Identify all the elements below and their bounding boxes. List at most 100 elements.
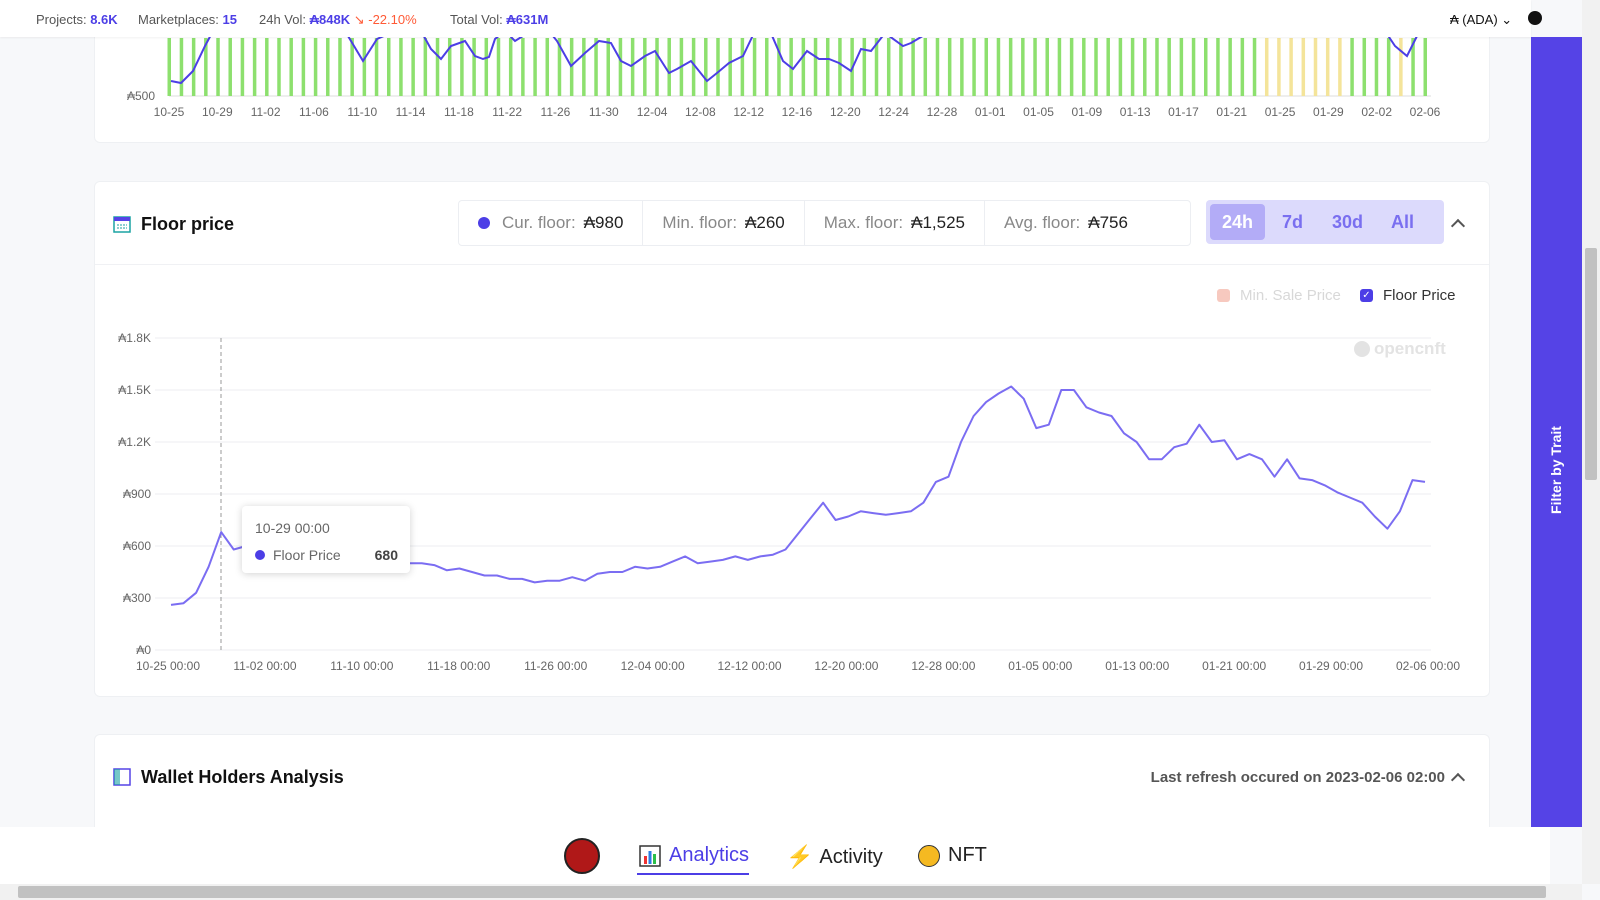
volume-bar[interactable] xyxy=(1082,38,1086,96)
volume-bar[interactable] xyxy=(643,38,647,96)
volume-bar[interactable] xyxy=(765,38,769,96)
tab-analytics[interactable]: Analytics xyxy=(639,844,749,867)
volume-bar[interactable] xyxy=(180,38,184,96)
volume-bar[interactable] xyxy=(997,38,1001,96)
volume-bar[interactable] xyxy=(1180,38,1184,96)
volume-bar[interactable] xyxy=(1070,38,1074,96)
volume-bar[interactable] xyxy=(826,38,830,96)
tab-nft[interactable]: NFT xyxy=(918,844,987,867)
volume-bar[interactable] xyxy=(1143,38,1147,96)
volume-bar[interactable] xyxy=(485,38,489,96)
volume-bar[interactable] xyxy=(387,38,391,96)
volume-bar[interactable] xyxy=(802,38,806,96)
volume-bar[interactable] xyxy=(399,38,403,96)
volume-bar[interactable] xyxy=(924,38,928,96)
volume-bar[interactable] xyxy=(546,38,550,96)
volume-bar[interactable] xyxy=(814,38,818,96)
volume-bar[interactable] xyxy=(582,38,586,96)
volume-bar[interactable] xyxy=(1058,38,1062,96)
volume-bar[interactable] xyxy=(887,38,891,96)
collection-avatar[interactable] xyxy=(564,838,600,874)
horizontal-scrollbar[interactable] xyxy=(0,884,1582,900)
floor-price-chart[interactable]: ₳0 ₳300 ₳600 ₳900 ₳1.2K ₳1.5K ₳1.8K 10-25 00:00… xyxy=(95,182,1489,696)
filter-by-trait-label[interactable]: Filter by Trait xyxy=(1548,426,1564,514)
volume-bar[interactable] xyxy=(1424,38,1428,96)
volume-bar[interactable] xyxy=(753,38,757,96)
volume-bar[interactable] xyxy=(1277,38,1281,96)
volume-bar[interactable] xyxy=(606,38,610,96)
volume-bar[interactable] xyxy=(509,38,513,96)
volume-bar[interactable] xyxy=(460,38,464,96)
volume-bar[interactable] xyxy=(424,38,428,96)
theme-toggle-icon[interactable] xyxy=(1528,11,1542,25)
volume-bar[interactable] xyxy=(1265,38,1269,96)
volume-bar[interactable] xyxy=(472,38,476,96)
volume-bar[interactable] xyxy=(948,38,952,96)
volume-bar[interactable] xyxy=(863,38,867,96)
volume-bar[interactable] xyxy=(1399,38,1403,96)
volume-bar[interactable] xyxy=(1106,38,1110,96)
currency-selector[interactable]: ₳ (ADA) ⌄ xyxy=(1450,12,1512,28)
volume-bar[interactable] xyxy=(728,38,732,96)
volume-bar[interactable] xyxy=(253,38,257,96)
volume-bar[interactable] xyxy=(911,38,915,96)
volume-bar[interactable] xyxy=(1338,38,1342,96)
volume-bar[interactable] xyxy=(667,38,671,96)
volume-bar[interactable] xyxy=(1033,38,1037,96)
collapse-chevron-icon[interactable] xyxy=(1451,773,1465,787)
volume-bar[interactable] xyxy=(838,38,842,96)
volume-bar[interactable] xyxy=(655,38,659,96)
volume-bar[interactable] xyxy=(1155,38,1159,96)
volume-bar[interactable] xyxy=(1131,38,1135,96)
volume-bar[interactable] xyxy=(521,38,525,96)
volume-bar[interactable] xyxy=(1119,38,1123,96)
volume-bar[interactable] xyxy=(899,38,903,96)
volume-bar[interactable] xyxy=(338,38,342,96)
volume-bar[interactable] xyxy=(631,38,635,96)
volume-bar[interactable] xyxy=(302,38,306,96)
volume-bar[interactable] xyxy=(741,38,745,96)
volume-bar[interactable] xyxy=(326,38,330,96)
volume-bar[interactable] xyxy=(277,38,281,96)
volume-bar[interactable] xyxy=(497,38,501,96)
volume-bar[interactable] xyxy=(363,38,367,96)
volume-bar[interactable] xyxy=(216,38,220,96)
volume-bar[interactable] xyxy=(1021,38,1025,96)
volume-bar[interactable] xyxy=(936,38,940,96)
volume-bar[interactable] xyxy=(972,38,976,96)
volume-bar[interactable] xyxy=(289,38,293,96)
vertical-scrollbar[interactable] xyxy=(1582,0,1600,884)
volume-bar[interactable] xyxy=(1326,38,1330,96)
volume-bar[interactable] xyxy=(168,38,172,96)
volume-bar[interactable] xyxy=(594,38,598,96)
volume-bar[interactable] xyxy=(436,38,440,96)
volume-bar[interactable] xyxy=(1241,38,1245,96)
volume-bar[interactable] xyxy=(1204,38,1208,96)
volume-bar[interactable] xyxy=(1363,38,1367,96)
volume-bar[interactable] xyxy=(241,38,245,96)
volume-bar[interactable] xyxy=(1387,38,1391,96)
volume-bar[interactable] xyxy=(1350,38,1354,96)
volume-bar[interactable] xyxy=(1009,38,1013,96)
volume-bar[interactable] xyxy=(1289,38,1293,96)
volume-bar[interactable] xyxy=(375,38,379,96)
volume-bar[interactable] xyxy=(1045,38,1049,96)
volume-bar[interactable] xyxy=(1216,38,1220,96)
volume-bar[interactable] xyxy=(985,38,989,96)
volume-bar[interactable] xyxy=(716,38,720,96)
volume-bar[interactable] xyxy=(960,38,964,96)
volume-bar[interactable] xyxy=(1375,38,1379,96)
tab-activity[interactable]: ⚡ Activity xyxy=(786,844,883,870)
volume-bar[interactable] xyxy=(1192,38,1196,96)
volume-bar[interactable] xyxy=(1094,38,1098,96)
volume-bar[interactable] xyxy=(533,38,537,96)
volume-bar[interactable] xyxy=(314,38,318,96)
volume-bar[interactable] xyxy=(411,38,415,96)
volume-bar[interactable] xyxy=(1314,38,1318,96)
volume-bar[interactable] xyxy=(1167,38,1171,96)
volume-bar[interactable] xyxy=(1228,38,1232,96)
volume-bar[interactable] xyxy=(1302,38,1306,96)
volume-bar[interactable] xyxy=(1253,38,1257,96)
volume-bar[interactable] xyxy=(619,38,623,96)
volume-bar[interactable] xyxy=(228,38,232,96)
